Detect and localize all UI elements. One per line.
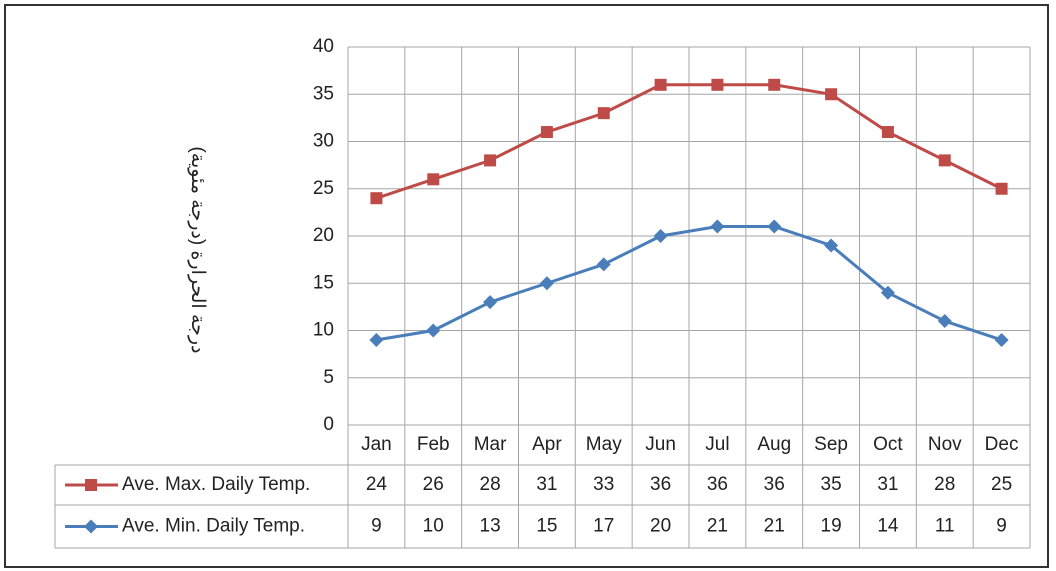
table-value: 36 [650,474,671,495]
x-tick-label: Aug [757,434,791,455]
frame [4,4,1049,568]
y-tick-label: 25 [313,178,334,199]
marker [824,238,839,253]
marker [937,314,952,329]
marker [653,229,668,243]
y-tick-label: 30 [313,131,334,152]
table-value: 28 [480,474,501,495]
table-value: 28 [934,474,955,495]
y-tick-label: 5 [323,367,334,388]
marker [710,219,725,234]
marker [654,78,667,91]
y-tick-label: 15 [313,272,334,293]
marker [938,154,951,167]
marker [994,332,1009,347]
legend-label: Ave. Min. Daily Temp. [122,516,305,537]
marker [596,257,611,272]
y-tick-label: 20 [313,225,334,246]
x-tick-label: Mar [474,434,507,455]
marker [825,88,838,101]
table-value: 9 [996,516,1007,537]
series-line [376,225,1003,342]
legend-label: Ave. Max. Daily Temp. [122,474,310,495]
table-value: 13 [480,516,501,537]
table-value: 26 [423,474,444,495]
series-line [375,83,1003,200]
marker [767,219,782,234]
table-value: 36 [764,474,785,495]
marker [597,107,610,120]
x-tick-label: Nov [928,434,962,455]
x-tick-label: Jan [361,434,392,455]
table-value: 25 [991,474,1012,495]
x-tick-label: Jul [705,434,729,455]
table-value: 15 [536,516,557,537]
table-value: 9 [371,516,382,537]
marker [540,126,553,139]
marker [370,192,383,205]
table-value: 31 [536,474,557,495]
x-tick-label: Dec [985,434,1019,455]
x-tick-label: Oct [873,434,903,455]
x-tick-label: Apr [532,434,562,455]
table-value: 21 [764,516,785,537]
x-tick-label: Sep [814,434,848,455]
table-value: 10 [423,516,444,537]
table-value: 31 [877,474,898,495]
table-value: 17 [593,516,614,537]
marker [711,78,724,91]
y-tick-label: 10 [313,320,334,341]
y-tick-label: 0 [323,414,334,435]
table-value: 20 [650,516,671,537]
table-value: 11 [935,516,955,537]
table-value: 24 [366,474,388,495]
x-tick-label: Feb [417,434,450,455]
x-tick-label: Jun [645,434,676,455]
table-value: 19 [821,516,842,537]
marker [85,479,97,491]
y-tick-label: 40 [313,36,334,57]
table-value: 14 [877,516,899,537]
table-value: 33 [593,474,614,495]
marker [484,154,497,167]
marker [426,323,441,338]
marker [483,295,498,310]
marker [995,182,1008,195]
marker [369,332,384,347]
marker [768,78,781,91]
marker [539,276,554,291]
marker [880,285,895,300]
x-tick-label: May [586,434,622,455]
table-value: 35 [821,474,842,495]
y-axis-label: درجة الحرارة (درجة مئوية) [187,146,208,353]
table-value: 21 [707,516,728,537]
table-value: 36 [707,474,728,495]
marker [84,519,98,534]
marker [881,126,894,139]
y-tick-label: 35 [313,83,334,104]
marker [427,173,440,186]
